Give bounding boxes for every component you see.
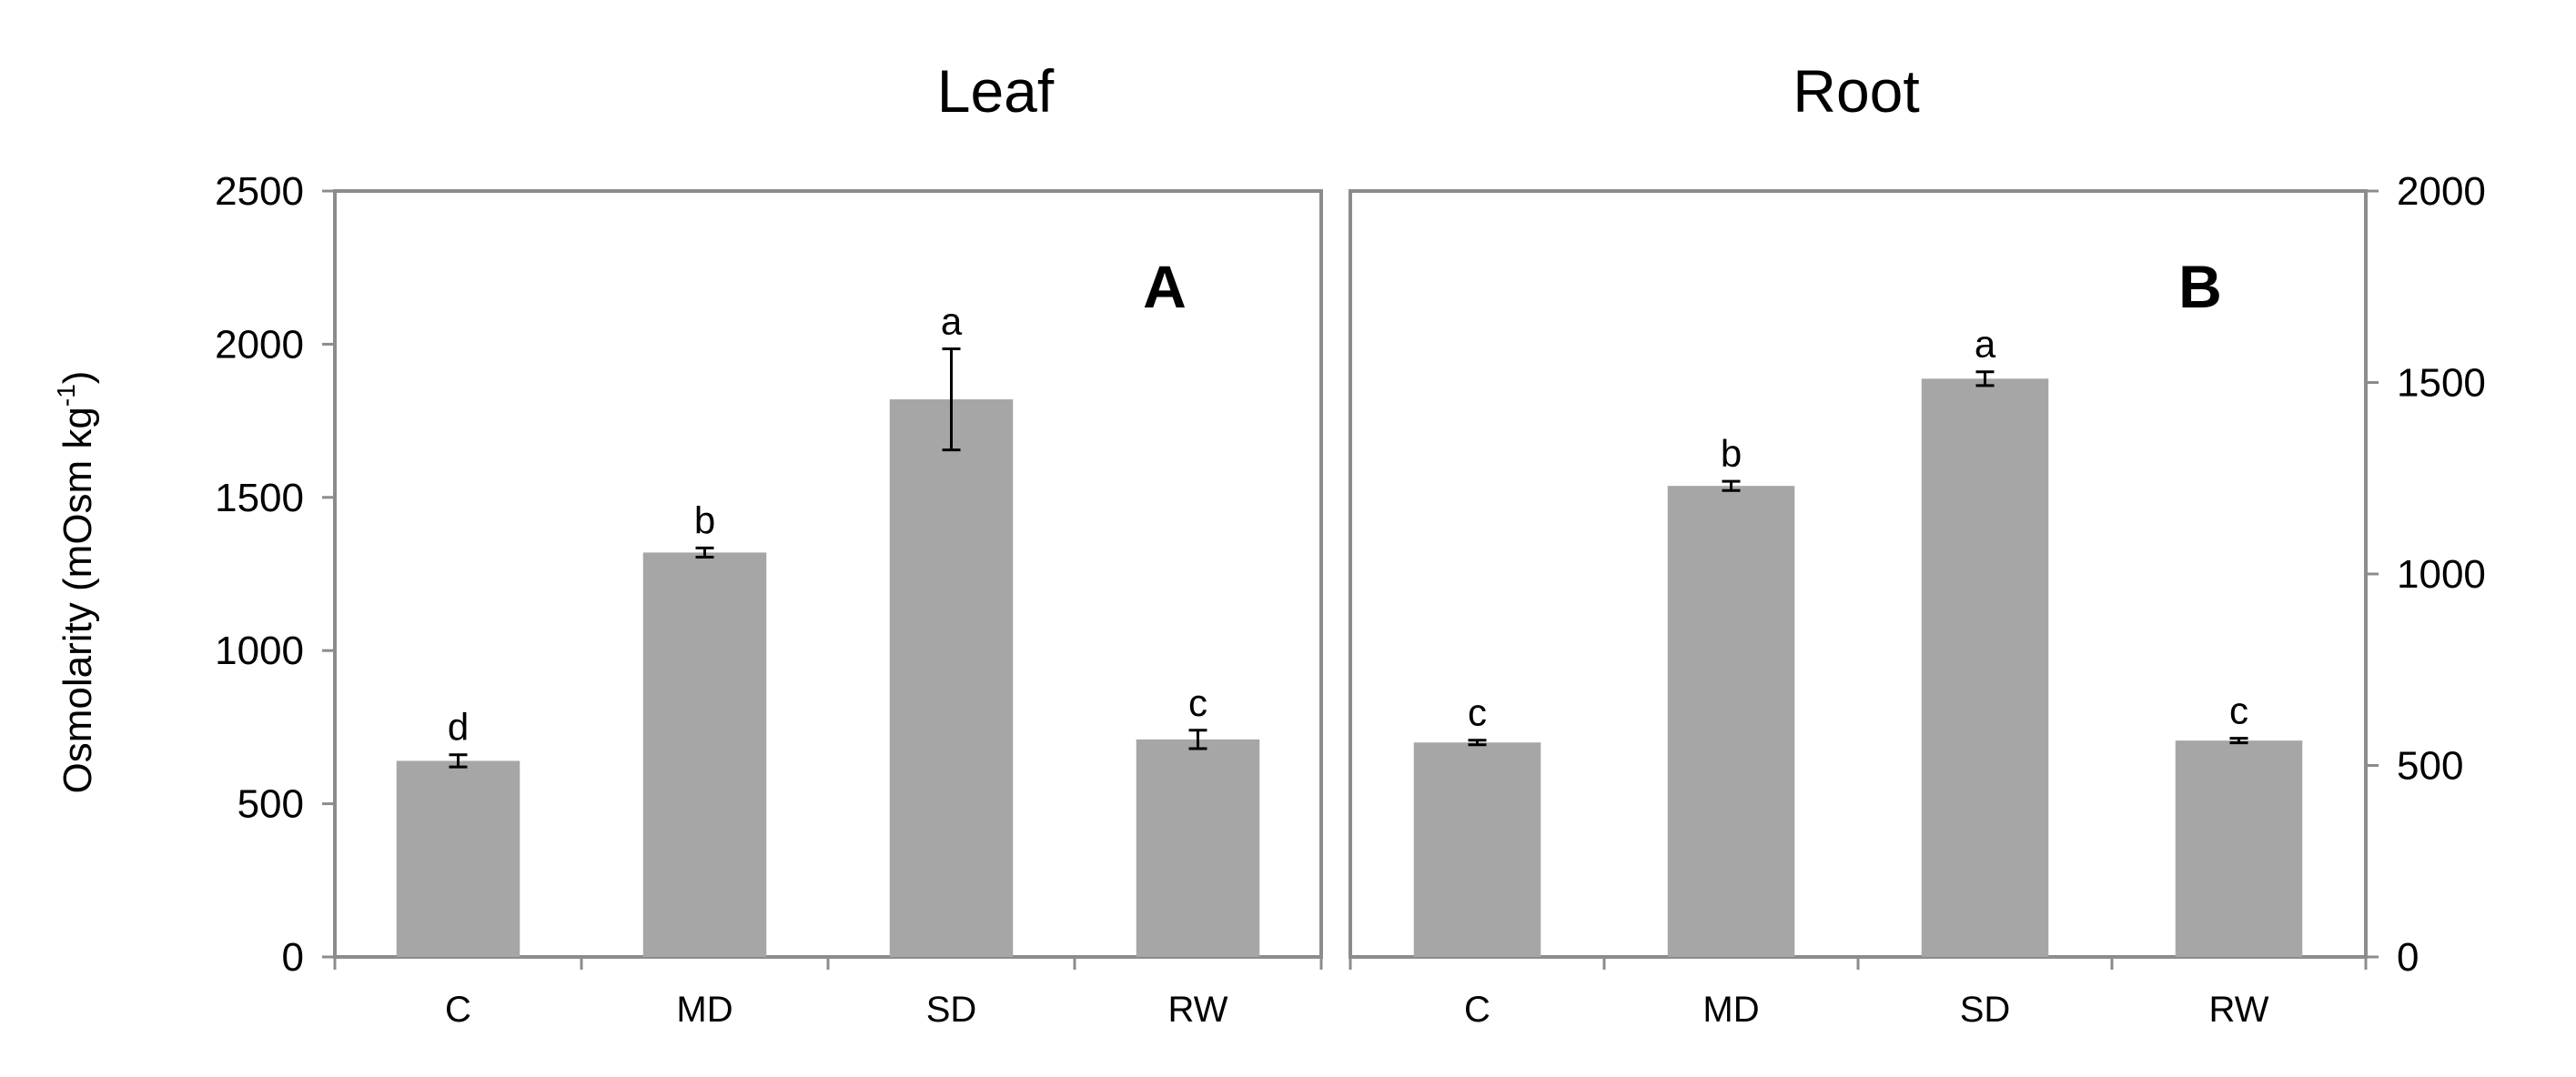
root-panel-title: Root (1793, 57, 1919, 125)
root-bar-sd (1921, 378, 2049, 957)
root-category-label-rw: RW (2209, 990, 2269, 1030)
root-bar-rw (2175, 740, 2303, 957)
leaf-bar-c (396, 760, 520, 957)
root-panel-letter: B (2178, 253, 2222, 320)
leaf-y-tick-label: 0 (282, 935, 304, 980)
root-significance-label-c: c (1468, 691, 1487, 734)
root-bar-md (1667, 486, 1795, 957)
leaf-category-label-c: C (445, 990, 471, 1030)
root-y-tick-label: 500 (2397, 744, 2463, 789)
root-category-label-c: C (1464, 990, 1490, 1030)
leaf-bar-sd (889, 399, 1014, 957)
root-y-tick-label: 1500 (2397, 361, 2486, 406)
leaf-y-tick-label: 1500 (215, 476, 304, 520)
root-category-label-md: MD (1702, 990, 1759, 1030)
leaf-bar-md (642, 552, 767, 957)
root-significance-label-sd: a (1975, 323, 1996, 366)
y-axis-title-sup: -1 (52, 384, 80, 407)
leaf-significance-label-c: d (448, 706, 469, 749)
leaf-y-tick-label: 1000 (215, 629, 304, 673)
y-axis-title-close: ) (56, 371, 100, 385)
root-panel-marks: 0 500 1000 1500 2000 c Cb MD a SD c RW (1349, 169, 2486, 1030)
root-category-label-sd: SD (1960, 990, 2011, 1030)
leaf-bar-rw (1136, 739, 1260, 957)
root-y-tick-label: 1000 (2397, 552, 2486, 597)
leaf-significance-label-rw: c (1188, 681, 1207, 724)
leaf-y-tick-label: 2000 (215, 322, 304, 367)
leaf-category-label-rw: RW (1168, 990, 1228, 1030)
leaf-panel-title: Leaf (937, 57, 1055, 125)
root-y-tick-label: 0 (2397, 935, 2419, 980)
y-axis-title: Osmolarity (mOsm kg-1) (52, 371, 100, 794)
leaf-panel-letter: A (1143, 253, 1187, 320)
root-significance-label-md: b (1721, 432, 1742, 475)
leaf-panel: Leaf A 0 500 1000 1500 2000 2500 d Cb MD a SD c RW (215, 57, 1323, 1030)
leaf-significance-label-sd: a (941, 299, 963, 342)
leaf-panel-marks: 0 500 1000 1500 2000 2500 d Cb MD a SD c RW (215, 169, 1323, 1030)
root-panel: Root B 0 500 1000 1500 2000 c Cb MD a SD c RW (1349, 57, 2486, 1030)
leaf-category-label-sd: SD (926, 990, 977, 1030)
root-significance-label-rw: c (2229, 689, 2248, 732)
root-y-tick-label: 2000 (2397, 169, 2486, 214)
leaf-y-tick-label: 2500 (215, 169, 304, 214)
leaf-significance-label-md: b (694, 498, 715, 541)
leaf-category-label-md: MD (676, 990, 732, 1030)
y-axis-title-main: Osmolarity (mOsm kg (56, 407, 100, 793)
root-bar-c (1413, 742, 1541, 957)
leaf-y-tick-label: 500 (237, 782, 304, 827)
